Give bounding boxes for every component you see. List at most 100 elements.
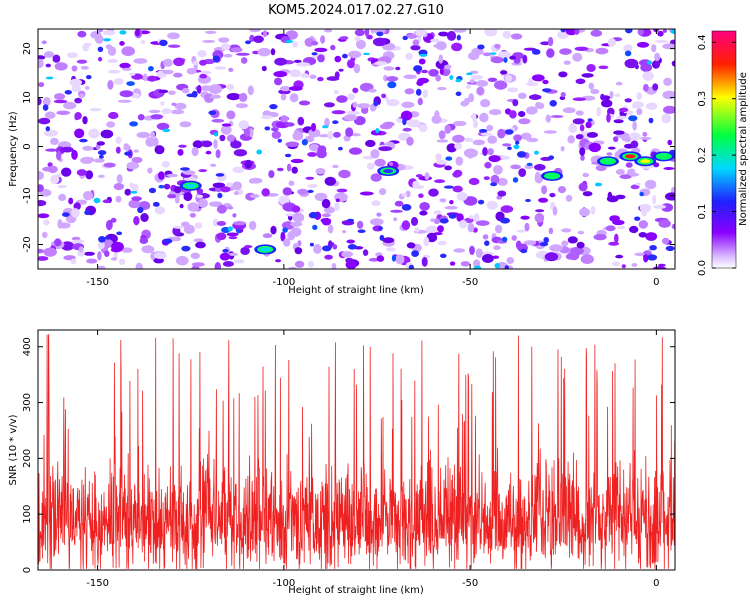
heatmap-cell — [425, 225, 439, 235]
heatmap-cell — [469, 79, 475, 84]
heatmap-cell — [186, 93, 196, 98]
heatmap-cell — [181, 245, 191, 252]
heatmap-cell — [509, 110, 517, 119]
heatmap-cell — [130, 190, 138, 194]
heatmap-cell — [534, 213, 545, 223]
heatmap-cell — [570, 246, 584, 256]
heatmap-cell — [665, 192, 675, 201]
heatmap-cell — [264, 126, 271, 131]
heatmap-cell — [402, 118, 407, 126]
heatmap-cell — [56, 110, 71, 116]
heatmap-cell — [362, 249, 369, 256]
snr-x-tick-label: -100 — [273, 578, 296, 589]
heatmap-cell — [121, 46, 135, 57]
heatmap-cell — [113, 183, 124, 191]
heatmap-cell — [172, 225, 184, 229]
heatmap-cell — [249, 194, 260, 198]
heatmap-cell — [612, 219, 625, 226]
heatmap-cell — [238, 120, 249, 130]
heatmap-cell — [338, 68, 344, 72]
heatmap-cell — [561, 228, 572, 233]
heatmap-cell — [177, 149, 184, 156]
heatmap-cell — [43, 247, 57, 257]
heatmap-cell — [479, 112, 489, 123]
heatmap-cell — [312, 224, 318, 230]
heatmap-cell — [228, 252, 239, 256]
heatmap-cell — [483, 176, 490, 181]
heatmap-cell — [66, 52, 79, 59]
heatmap-cell — [435, 74, 441, 82]
heatmap-cell — [249, 34, 255, 43]
heatmap-cell — [437, 86, 447, 91]
heatmap-cell — [662, 29, 668, 33]
heatmap-cell — [248, 128, 254, 138]
snr-y-tick-label: 400 — [22, 337, 33, 356]
heatmap-cell — [233, 149, 248, 157]
heatmap-cell — [186, 67, 197, 75]
spectrogram-frame — [37, 28, 676, 270]
heatmap-cell — [460, 100, 469, 107]
heatmap-cell — [60, 167, 72, 177]
heatmap-cell — [500, 70, 508, 75]
snr-y-tick-label: 100 — [22, 505, 33, 524]
heatmap-cell — [190, 252, 200, 260]
spectrogram-x-ticks: -150 -100 -50 0 — [86, 29, 660, 288]
heatmap-cell — [83, 251, 95, 256]
heatmap-cell — [105, 220, 113, 231]
heatmap-cell — [345, 127, 354, 137]
heatmap-cell — [452, 171, 462, 178]
heatmap-cell — [468, 93, 475, 103]
spectrogram-y-ticks: -20 -10 0 10 20 — [22, 42, 675, 253]
heatmap-cell — [57, 184, 68, 189]
heatmap-cell — [531, 49, 541, 55]
heatmap-cell — [261, 188, 270, 197]
heatmap-cell — [332, 131, 341, 138]
heatmap-cell — [80, 156, 93, 164]
heatmap-cell — [342, 230, 347, 234]
heatmap-cell — [572, 97, 586, 101]
heatmap-cell — [541, 185, 548, 195]
heatmap-cell — [148, 109, 161, 114]
heatmap-cell — [456, 213, 464, 222]
heatmap-cell — [415, 174, 423, 178]
heatmap-cell — [244, 245, 253, 249]
heatmap-cell — [120, 247, 133, 253]
heatmap-cell — [270, 225, 277, 235]
heatmap-cell — [339, 36, 349, 40]
snr-series-line — [38, 334, 675, 570]
heatmap-cell — [550, 115, 564, 118]
heatmap-cell — [324, 176, 336, 186]
heatmap-cell — [452, 185, 463, 193]
heatmap-cell — [332, 164, 339, 169]
heatmap-cell — [274, 57, 287, 66]
heatmap-cell — [321, 218, 332, 226]
heatmap-cell — [192, 60, 199, 66]
heatmap-cell — [307, 261, 315, 268]
heatmap-cell — [609, 90, 614, 99]
heatmap-cell — [560, 29, 566, 33]
heatmap-cell — [384, 96, 389, 102]
heatmap-cell — [582, 172, 590, 178]
heatmap-cell — [324, 29, 333, 33]
heatmap-cell — [150, 131, 156, 138]
heatmap-cell — [271, 130, 282, 139]
heatmap-cell — [201, 140, 213, 148]
heatmap-cell — [590, 88, 600, 95]
heatmap-cell — [286, 163, 292, 172]
heatmap-cell — [189, 212, 196, 218]
heatmap-cell — [464, 137, 474, 142]
heatmap-cell — [480, 132, 493, 136]
heatmap-cell — [463, 196, 478, 206]
heatmap-cell — [651, 44, 657, 53]
colorbar-label: Normalized spectral amplitude — [738, 72, 749, 226]
heatmap-cell — [452, 120, 467, 127]
spectrogram-x-tick-label: -100 — [273, 277, 296, 288]
heatmap-cell — [418, 124, 428, 133]
heatmap-cell — [345, 257, 354, 264]
heatmap-cell — [481, 254, 494, 263]
heatmap-cell — [215, 173, 225, 177]
heatmap-cell — [85, 86, 90, 90]
heatmap-cell — [275, 121, 290, 129]
heatmap-cell — [119, 62, 131, 69]
heatmap-cell — [524, 222, 530, 232]
